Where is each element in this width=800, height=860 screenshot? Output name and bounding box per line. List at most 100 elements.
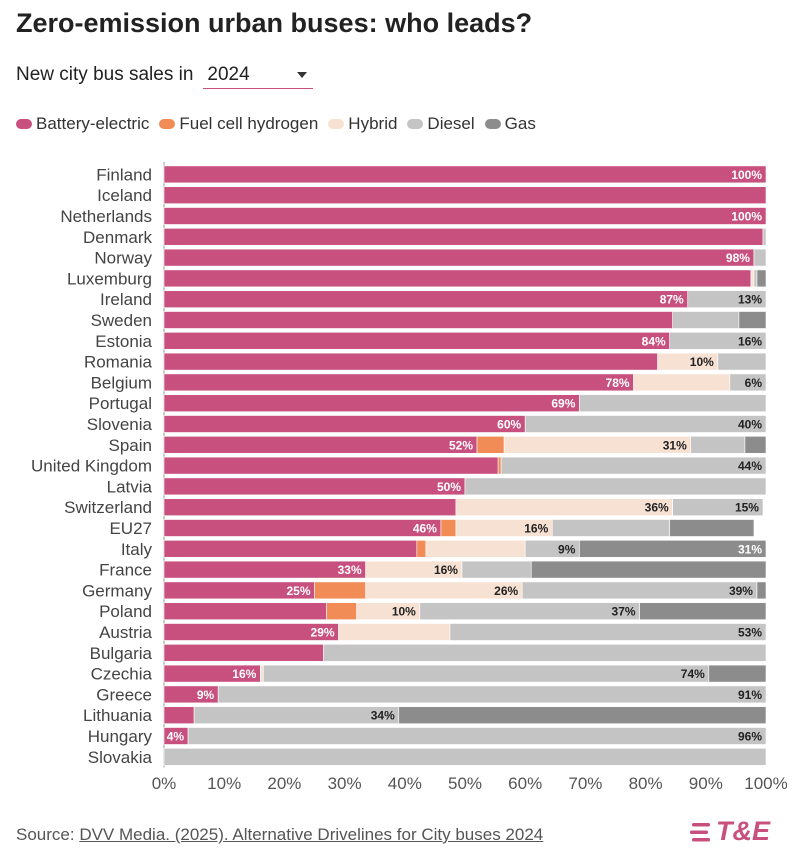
bar-segment-diesel: [753, 269, 758, 288]
x-tick-label: 50%: [448, 774, 482, 793]
bar-segment-diesel: [163, 747, 767, 766]
bar-segment-diesel: [753, 248, 767, 267]
bar-segment-gas: [579, 539, 767, 558]
category-label: Belgium: [91, 373, 152, 392]
data-label: 9%: [558, 542, 576, 556]
bar-segment-diesel: [524, 415, 767, 433]
bar-segment-diesel: [521, 581, 758, 600]
bar-segment-gas: [530, 560, 767, 579]
bar-segment-hybrid: [425, 539, 526, 558]
source-link[interactable]: DVV Media. (2025). Alternative Driveline…: [79, 825, 544, 844]
bar-segment-diesel: [729, 373, 767, 392]
bar-segment-diesel: [464, 477, 767, 496]
data-label: 60%: [497, 418, 521, 432]
bar-segment-diesel: [323, 643, 767, 662]
data-label: 31%: [738, 542, 762, 556]
category-label: Spain: [109, 436, 152, 455]
bar-segment-diesel: [687, 290, 767, 308]
bar-segment-battery-electric: [163, 373, 634, 392]
data-label: 84%: [642, 334, 666, 348]
data-label: 26%: [494, 584, 518, 598]
data-label: 98%: [726, 251, 750, 265]
data-label: 52%: [449, 438, 473, 452]
bar-segment-diesel: [187, 727, 767, 745]
data-label: 50%: [437, 480, 461, 494]
bar-segment-battery-electric: [163, 560, 366, 579]
legend-item-diesel[interactable]: Diesel: [407, 114, 475, 134]
category-label: Sweden: [91, 311, 152, 330]
bar-segment-diesel: [217, 685, 767, 704]
legend-item-fuel-cell-hydrogen[interactable]: Fuel cell hydrogen: [159, 114, 318, 134]
bar-segment-diesel: [419, 602, 640, 621]
bar-segment-gas: [708, 664, 767, 683]
bar-segment-fuel-cell-hydrogen: [497, 456, 502, 475]
bar-segment-battery-electric: [163, 435, 478, 454]
bar-segment-diesel: [500, 456, 767, 475]
bar-segment-diesel: [263, 664, 710, 683]
data-label: 9%: [197, 688, 215, 702]
bar-segment-battery-electric: [163, 643, 324, 662]
year-dropdown[interactable]: 2024: [203, 61, 314, 89]
bar-segment-hybrid: [338, 623, 451, 641]
bar-segment-hybrid: [633, 373, 731, 392]
x-tick-label: 60%: [508, 774, 542, 793]
chart-title: Zero-emission urban buses: who leads?: [16, 8, 533, 38]
bar-segment-battery-electric: [163, 165, 767, 184]
bar-segment-diesel: [717, 352, 767, 371]
data-label: 78%: [606, 376, 630, 390]
bar-segment-battery-electric: [163, 539, 418, 558]
x-tick-label: 70%: [568, 774, 602, 793]
bar-segment-diesel: [672, 498, 764, 517]
legend-item-battery-electric[interactable]: Battery-electric: [16, 114, 149, 134]
bar-segment-battery-electric: [163, 394, 580, 412]
bar-segment-fuel-cell-hydrogen: [326, 602, 357, 621]
bar-segment-battery-electric: [163, 207, 767, 225]
bar-segment-diesel: [193, 706, 400, 725]
bar-segment-diesel: [690, 435, 746, 454]
category-label: France: [99, 561, 152, 580]
bar-segment-battery-electric: [163, 228, 764, 246]
x-tick-label: 90%: [689, 774, 723, 793]
data-label: 16%: [434, 563, 458, 577]
te-logo-mark-icon: [690, 822, 710, 841]
category-label: Italy: [121, 540, 153, 559]
category-label: Norway: [94, 249, 152, 268]
bar-segment-hybrid: [260, 664, 264, 683]
legend-swatch: [328, 119, 345, 129]
bar-segment-gas: [639, 602, 767, 621]
legend-item-gas[interactable]: Gas: [484, 114, 536, 134]
x-tick-label: 40%: [388, 774, 422, 793]
data-label: 100%: [731, 210, 762, 224]
data-label: 46%: [413, 522, 437, 536]
year-selector-row: New city bus sales in 2024: [16, 60, 314, 90]
x-tick-label: 0%: [152, 774, 177, 793]
x-tick-label: 30%: [328, 774, 362, 793]
bar-segment-diesel: [449, 623, 767, 641]
category-label: Finland: [96, 165, 152, 184]
x-tick-label: 10%: [207, 774, 241, 793]
bar-segment-diesel: [762, 228, 767, 246]
data-label: 10%: [392, 605, 416, 619]
bar-segment-fuel-cell-hydrogen: [440, 519, 457, 537]
te-logo-text: T&E: [716, 816, 770, 846]
legend: Battery-electric Fuel cell hydrogen Hybrid…: [16, 114, 546, 134]
category-label: Slovakia: [88, 748, 153, 767]
category-label: Latvia: [107, 477, 153, 496]
bar-segment-gas: [756, 581, 767, 600]
legend-item-hybrid[interactable]: Hybrid: [328, 114, 397, 134]
category-label: Germany: [82, 581, 152, 600]
bar-segment-battery-electric: [163, 332, 670, 350]
legend-label: Diesel: [427, 114, 475, 133]
bar-segment-battery-electric: [163, 269, 752, 288]
legend-swatch: [159, 119, 176, 129]
bar-segment-battery-electric: [163, 248, 755, 267]
bar-segment-battery-electric: [163, 519, 442, 537]
data-label: 100%: [731, 168, 762, 182]
bar-segment-battery-electric: [163, 602, 327, 621]
category-label: Hungary: [88, 727, 153, 746]
bar-segment-diesel: [551, 519, 670, 537]
bar-segment-battery-electric: [163, 290, 689, 308]
bar-segment-diesel: [461, 560, 532, 579]
legend-swatch: [407, 119, 424, 129]
category-label: Poland: [99, 602, 152, 621]
